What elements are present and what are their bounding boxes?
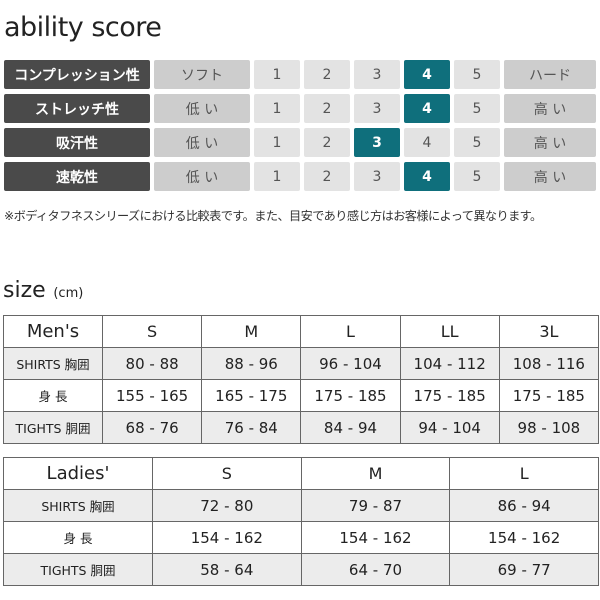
table-cell: 94 - 104 [399,411,500,444]
table-corner-label: Men's [3,315,103,348]
note-text: ※ボディタフネスシリーズにおける比較表です。また、目安であり感じ方はお客様によっ… [4,209,542,223]
ability-low-label: 低 い [154,162,250,191]
table-cell: 154 - 162 [449,521,599,554]
ability-score-cell: 2 [304,60,350,89]
ability-score-selected: 3 [354,128,400,157]
table-cell: 104 - 112 [399,347,500,380]
table-row: TIGHTS 胴囲 68 - 76 76 - 84 84 - 94 94 - 104 98… [3,411,600,444]
ability-score-cell: 1 [254,162,300,191]
ability-score-cell: 3 [354,60,400,89]
row-label: 身 長 [3,521,153,554]
size-column-header: S [101,315,203,348]
size-title-text: size [3,278,46,303]
row-label: TIGHTS 胴囲 [3,553,153,586]
ability-score-cell: 5 [454,60,500,89]
table-cell: 165 - 175 [201,379,302,412]
ability-high-label: 高 い [504,162,596,191]
table-corner-label: Ladies' [3,457,153,490]
ability-score-selected: 4 [404,60,450,89]
ability-high-label: 高 い [504,128,596,157]
ability-score-cell: 2 [304,94,350,123]
size-unit: (cm) [53,286,84,301]
ability-label: ストレッチ性 [4,94,150,123]
row-label: 身 長 [3,379,103,412]
size-column-header: LL [399,315,500,348]
ability-score-cell: 1 [254,128,300,157]
table-row: SHIRTS 胸囲 80 - 88 88 - 96 96 - 104 104 - 112… [3,347,600,380]
row-label: SHIRTS 胸囲 [3,489,153,522]
ability-score-selected: 4 [404,94,450,123]
ability-label: 吸汗性 [4,128,150,157]
table-cell: 58 - 64 [152,553,302,586]
ability-score-cell: 1 [254,94,300,123]
table-cell: 155 - 165 [101,379,203,412]
ability-score-cell: 3 [354,162,400,191]
ability-low-label: ソフト [154,60,250,89]
table-cell: 80 - 88 [101,347,203,380]
ability-score-cell: 3 [354,94,400,123]
table-cell: 72 - 80 [152,489,302,522]
table-header-row: Ladies' S M L [3,457,599,490]
ability-score-cell: 5 [454,128,500,157]
row-label: SHIRTS 胸囲 [3,347,103,380]
table-cell: 79 - 87 [300,489,451,522]
row-label: TIGHTS 胴囲 [3,411,103,444]
ability-low-label: 低 い [154,128,250,157]
ability-label: コンプレッション性 [4,60,150,89]
size-column-header: 3L [498,315,600,348]
ability-score-cell: 5 [454,94,500,123]
size-title: size (cm) [3,278,83,303]
table-cell: 84 - 94 [300,411,401,444]
page-title: ability score [4,12,162,43]
ladies-size-table: Ladies' S M L SHIRTS 胸囲 72 - 80 79 - 87 86 - 94… [3,457,599,586]
table-cell: 68 - 76 [101,411,203,444]
table-cell: 69 - 77 [449,553,599,586]
ability-score-cell: 1 [254,60,300,89]
ability-score-cell: 2 [304,162,350,191]
table-row: 身 長 155 - 165 165 - 175 175 - 185 175 - 185 1… [3,379,600,412]
table-cell: 154 - 162 [152,521,302,554]
mens-size-table: Men's S M L LL 3L SHIRTS 胸囲 80 - 88 88 - 96 96 - … [3,315,600,444]
size-column-header: S [152,457,302,490]
table-header-row: Men's S M L LL 3L [3,315,600,348]
table-cell: 175 - 185 [399,379,500,412]
ability-high-label: 高 い [504,94,596,123]
table-cell: 175 - 185 [300,379,401,412]
ability-label: 速乾性 [4,162,150,191]
ability-score-selected: 4 [404,162,450,191]
table-cell: 154 - 162 [300,521,451,554]
ability-score-cell: 2 [304,128,350,157]
ability-high-label: ハード [504,60,596,89]
table-cell: 108 - 116 [498,347,600,380]
ability-score-cell: 5 [454,162,500,191]
table-cell: 86 - 94 [449,489,599,522]
ability-low-label: 低 い [154,94,250,123]
size-column-header: L [300,315,401,348]
table-row: TIGHTS 胴囲 58 - 64 64 - 70 69 - 77 [3,553,599,586]
size-column-header: M [300,457,451,490]
size-column-header: M [201,315,302,348]
ability-row: コンプレッション性 ソフト 1 2 3 4 5 ハード [4,60,596,89]
ability-score-cell: 4 [404,128,450,157]
table-cell: 64 - 70 [300,553,451,586]
table-cell: 175 - 185 [498,379,600,412]
size-column-header: L [449,457,599,490]
table-cell: 96 - 104 [300,347,401,380]
table-row: 身 長 154 - 162 154 - 162 154 - 162 [3,521,599,554]
table-cell: 98 - 108 [498,411,600,444]
table-cell: 88 - 96 [201,347,302,380]
table-cell: 76 - 84 [201,411,302,444]
table-row: SHIRTS 胸囲 72 - 80 79 - 87 86 - 94 [3,489,599,522]
